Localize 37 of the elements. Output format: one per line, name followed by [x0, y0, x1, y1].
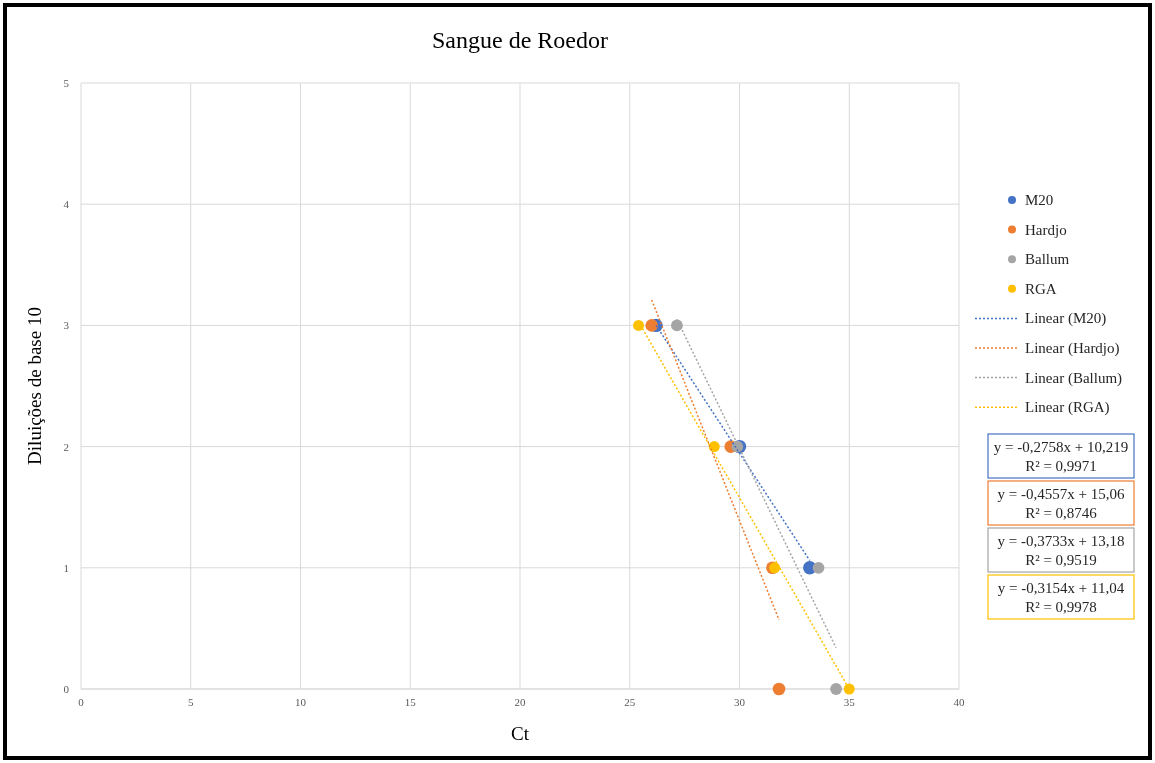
y-tick-label: 1 [63, 561, 69, 574]
legend-label: RGA [1025, 280, 1057, 297]
point [843, 683, 855, 695]
legend-label: M20 [1025, 192, 1054, 208]
point [772, 682, 786, 696]
legend-label: Ballum [1025, 251, 1070, 268]
text: y = -0,3733x + 13,18 R² = 0,9519 [997, 533, 1125, 568]
x-tick-label: 40 [953, 696, 965, 708]
point [830, 683, 842, 695]
point [812, 561, 825, 574]
legend-label: Linear (M20) [1025, 310, 1107, 328]
y-axis-title: Diluições de base 10 [24, 307, 45, 465]
x-tick-label: 20 [514, 696, 526, 708]
text: y = -0,2758x + 10,219 R² = 0,9971 [993, 439, 1129, 474]
y-tick-label: 5 [63, 77, 70, 89]
chart-title: Sangue de Roedor [432, 27, 608, 53]
x-tick-label: 30 [734, 696, 746, 708]
text: y = -0,4557x + 15,06 R² = 0,8746 [997, 486, 1125, 521]
x-tick-label: 0 [78, 696, 85, 708]
x-tick-label: 5 [188, 696, 194, 708]
point [633, 319, 645, 331]
x-tick-label: 35 [843, 696, 856, 708]
y-tick-label: 3 [63, 319, 70, 332]
x-tick-label: 25 [624, 696, 636, 708]
text: y = -0,3154x + 11,04 R² = 0,9978 [997, 580, 1125, 615]
legend-label: Linear (Ballum) [1025, 369, 1123, 387]
y-tick-label: 0 [63, 683, 70, 695]
x-tick-label: 10 [295, 696, 307, 708]
legend-label: Linear (RGA) [1025, 399, 1110, 417]
y-tick-label: 4 [63, 198, 70, 211]
y-tick-label: 2 [63, 440, 69, 453]
point [645, 319, 658, 332]
legend-label: Hardjo [1025, 221, 1067, 238]
x-tick-label: 15 [404, 696, 417, 708]
x-axis-title: Ct [511, 723, 530, 744]
legend-label: Linear (Hardjo) [1025, 340, 1120, 357]
point [671, 319, 683, 332]
